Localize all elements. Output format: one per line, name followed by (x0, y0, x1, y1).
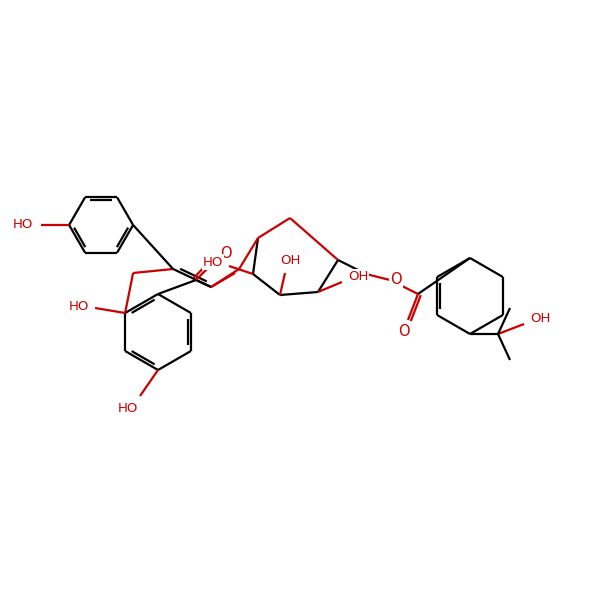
Text: OH: OH (530, 313, 550, 325)
Text: HO: HO (203, 256, 223, 269)
Text: HO: HO (118, 401, 138, 415)
Text: OH: OH (280, 254, 300, 268)
Text: HO: HO (69, 301, 89, 313)
Text: HO: HO (13, 218, 33, 232)
Text: O: O (398, 325, 410, 340)
Text: O: O (390, 272, 402, 287)
Text: OH: OH (348, 271, 368, 283)
Text: O: O (220, 245, 232, 260)
